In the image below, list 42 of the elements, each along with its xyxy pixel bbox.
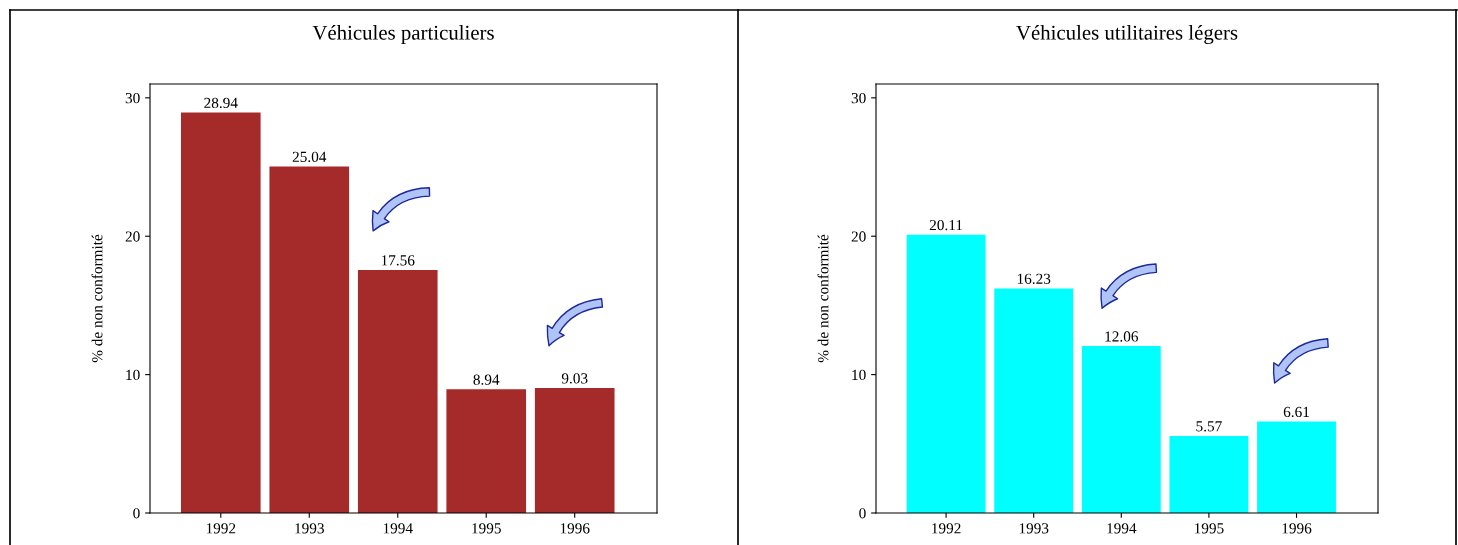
bar (269, 166, 350, 513)
bar (534, 388, 615, 513)
y-tick-label: 30 (125, 92, 140, 104)
x-tick-label: 1992 (206, 523, 236, 534)
y-axis-title: % de non conformité (91, 234, 103, 363)
x-tick-label: 1996 (1282, 523, 1312, 534)
data-label: 16.23 (1017, 273, 1051, 284)
data-label: 12.06 (1105, 331, 1139, 342)
data-label: 17.56 (381, 255, 415, 266)
y-axis-title: % de non conformité (817, 234, 829, 363)
data-label: 8.94 (473, 374, 500, 385)
x-tick-label: 1992 (932, 523, 961, 534)
data-label: 9.03 (561, 373, 588, 384)
y-tick-label: 30 (851, 92, 866, 104)
bar (994, 288, 1074, 513)
y-tick-label: 20 (125, 231, 140, 242)
x-tick-label: 1996 (560, 523, 590, 534)
chart-title: Véhicules particuliers (312, 25, 494, 44)
x-tick-label: 1994 (1107, 523, 1137, 534)
x-tick-label: 1994 (383, 523, 413, 534)
data-label: 6.61 (1283, 406, 1309, 418)
bar (1169, 435, 1249, 513)
x-tick-label: 1993 (1019, 523, 1049, 534)
y-tick-label: 20 (851, 231, 866, 242)
y-tick-label: 10 (852, 369, 866, 381)
bar (1257, 421, 1336, 513)
data-label: 5.57 (1196, 421, 1222, 432)
chart-title: Véhicules utilitaires légers (1016, 25, 1238, 45)
x-tick-label: 1993 (295, 523, 324, 534)
data-label: 25.04 (292, 151, 327, 163)
x-tick-label: 1995 (472, 523, 501, 534)
x-tick-label: 1995 (1194, 523, 1224, 534)
y-tick-label: 0 (133, 508, 140, 519)
data-label: 28.94 (204, 97, 238, 109)
bar (180, 112, 261, 513)
bar (906, 234, 986, 513)
bar (1081, 346, 1161, 513)
bar (446, 389, 527, 513)
y-tick-label: 0 (859, 508, 866, 519)
y-tick-label: 10 (126, 369, 140, 381)
bar (357, 269, 438, 513)
data-label: 20.11 (929, 219, 963, 231)
